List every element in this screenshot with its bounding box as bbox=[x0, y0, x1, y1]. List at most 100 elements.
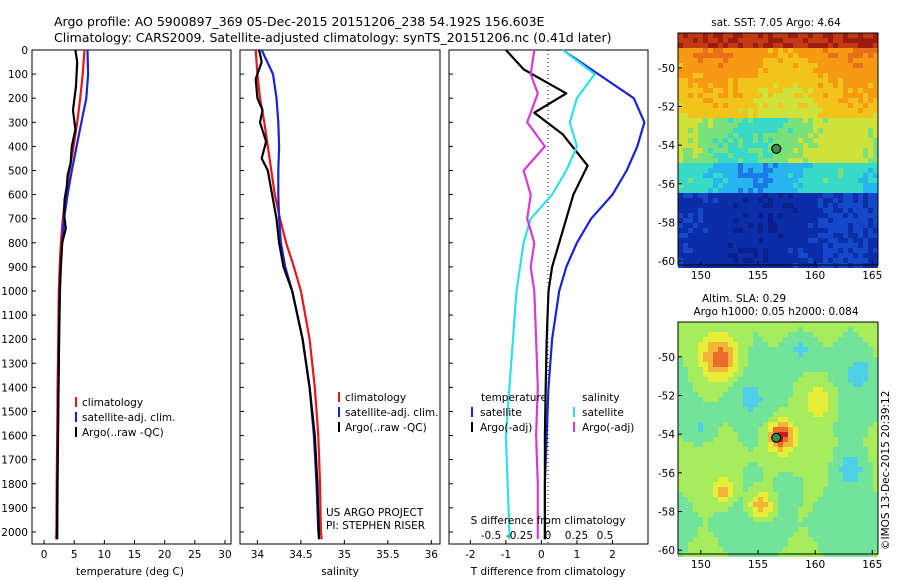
sst-cell bbox=[838, 73, 843, 78]
sla-cell bbox=[798, 432, 803, 437]
sst-cell bbox=[698, 113, 703, 118]
x-tick-label: 30 bbox=[218, 549, 231, 561]
sla-cell bbox=[838, 412, 843, 417]
sla-cell bbox=[693, 347, 698, 352]
sla-cell bbox=[823, 452, 828, 457]
sla-cell bbox=[713, 442, 718, 447]
sla-cell bbox=[838, 537, 843, 542]
sla-cell bbox=[868, 332, 873, 337]
salinity-axes-frame bbox=[239, 49, 441, 545]
sst-cell bbox=[773, 228, 778, 233]
sla-cell bbox=[863, 422, 868, 427]
sla-cell bbox=[813, 422, 818, 427]
sst-cell bbox=[803, 193, 808, 198]
sst-cell bbox=[833, 243, 838, 248]
x-tick-label: 35.5 bbox=[376, 549, 399, 561]
sla-cell bbox=[758, 337, 763, 342]
sla-cell bbox=[688, 532, 693, 537]
sst-cell bbox=[793, 128, 798, 133]
sst-cell bbox=[743, 138, 748, 143]
sla-cell bbox=[833, 507, 838, 512]
sst-cell bbox=[773, 98, 778, 103]
sla-cell bbox=[853, 427, 858, 432]
sla-cell bbox=[803, 497, 808, 502]
sla-cell bbox=[688, 482, 693, 487]
sst-cell bbox=[728, 63, 733, 68]
sst-cell bbox=[778, 233, 783, 238]
sst-cell bbox=[828, 163, 833, 168]
sla-cell bbox=[733, 422, 738, 427]
sla-cell bbox=[853, 472, 858, 477]
sst-cell bbox=[848, 213, 853, 218]
sla-cell bbox=[773, 327, 778, 332]
sla-cell bbox=[703, 337, 708, 342]
sst-cell bbox=[808, 108, 813, 113]
sst-cell bbox=[793, 243, 798, 248]
sst-cell bbox=[778, 43, 783, 48]
sla-cell bbox=[678, 372, 683, 377]
sla-cell bbox=[683, 522, 688, 527]
sst-cell bbox=[813, 133, 818, 138]
sla-cell bbox=[743, 417, 748, 422]
sst-cell bbox=[863, 138, 868, 143]
x2-tick-label: 0 bbox=[545, 530, 552, 542]
sla-cell bbox=[793, 382, 798, 387]
sla-cell bbox=[783, 397, 788, 402]
sla-cell bbox=[798, 452, 803, 457]
sla-cell bbox=[738, 532, 743, 537]
sla-cell bbox=[698, 547, 703, 552]
sla-cell bbox=[768, 447, 773, 452]
sla-cell bbox=[798, 347, 803, 352]
sst-cell bbox=[703, 133, 708, 138]
sla-cell bbox=[848, 487, 853, 492]
sst-cell bbox=[798, 128, 803, 133]
sst-cell bbox=[753, 253, 758, 258]
sst-cell bbox=[798, 243, 803, 248]
sst-cell bbox=[858, 258, 863, 263]
sla-cell bbox=[803, 402, 808, 407]
sst-cell bbox=[778, 173, 783, 178]
sst-cell bbox=[693, 248, 698, 253]
sst-cell bbox=[873, 178, 878, 183]
sst-cell bbox=[688, 248, 693, 253]
sla-cell bbox=[868, 537, 873, 542]
sla-cell bbox=[693, 362, 698, 367]
sst-cell bbox=[853, 113, 858, 118]
sla-cell bbox=[803, 532, 808, 537]
sst-cell bbox=[723, 218, 728, 223]
sst-cell bbox=[863, 233, 868, 238]
sst-cell bbox=[688, 98, 693, 103]
sla-cell bbox=[843, 377, 848, 382]
sla-cell bbox=[868, 367, 873, 372]
sst-cell bbox=[743, 228, 748, 233]
sst-cell bbox=[843, 208, 848, 213]
sla-cell bbox=[863, 432, 868, 437]
sla-cell bbox=[788, 452, 793, 457]
y-tick-label: 100 bbox=[8, 69, 28, 81]
sla-cell bbox=[798, 542, 803, 547]
sst-cell bbox=[823, 103, 828, 108]
sla-cell bbox=[738, 362, 743, 367]
sla-cell bbox=[723, 382, 728, 387]
sst-cell bbox=[798, 73, 803, 78]
sst-cell bbox=[693, 158, 698, 163]
sla-cell bbox=[828, 497, 833, 502]
sla-cell bbox=[823, 322, 828, 327]
sla-cell bbox=[708, 487, 713, 492]
sla-cell bbox=[718, 472, 723, 477]
sla-cell bbox=[823, 437, 828, 442]
sla-cell bbox=[853, 467, 858, 472]
sst-cell bbox=[798, 258, 803, 263]
sla-cell bbox=[848, 407, 853, 412]
sla-cell bbox=[758, 532, 763, 537]
sla-cell bbox=[773, 442, 778, 447]
sst-cell bbox=[863, 258, 868, 263]
sla-cell bbox=[753, 477, 758, 482]
sst-cell bbox=[863, 238, 868, 243]
sla-cell bbox=[763, 357, 768, 362]
sla-cell bbox=[808, 402, 813, 407]
sst-cell bbox=[738, 108, 743, 113]
sla-cell bbox=[858, 437, 863, 442]
sst-cell bbox=[688, 63, 693, 68]
sst-cell bbox=[838, 168, 843, 173]
